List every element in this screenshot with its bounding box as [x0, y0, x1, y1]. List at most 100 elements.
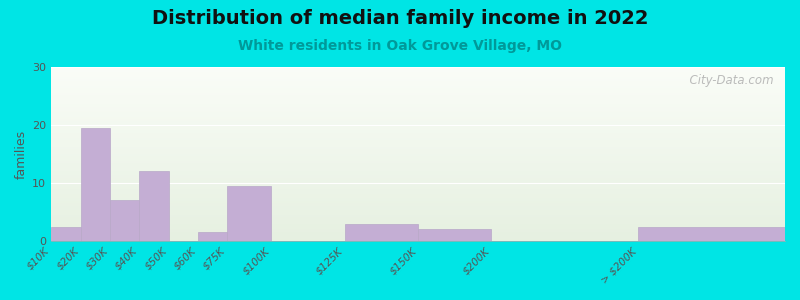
- Bar: [638, 226, 785, 241]
- Bar: [51, 196, 785, 198]
- Text: City-Data.com: City-Data.com: [682, 74, 774, 87]
- Bar: [51, 212, 785, 213]
- Bar: [51, 97, 785, 98]
- Text: Distribution of median family income in 2022: Distribution of median family income in …: [152, 9, 648, 28]
- Bar: [51, 88, 785, 90]
- Bar: [51, 114, 785, 116]
- Bar: [51, 83, 785, 84]
- Bar: [345, 224, 418, 241]
- Bar: [139, 171, 169, 241]
- Bar: [51, 102, 785, 103]
- Bar: [51, 225, 785, 227]
- Bar: [51, 218, 785, 220]
- Bar: [51, 116, 785, 118]
- Bar: [51, 93, 785, 95]
- Bar: [51, 145, 785, 147]
- Bar: [51, 123, 785, 124]
- Bar: [51, 161, 785, 163]
- Bar: [51, 112, 785, 114]
- Bar: [51, 205, 785, 206]
- Bar: [51, 103, 785, 105]
- Bar: [51, 95, 785, 97]
- Bar: [51, 164, 785, 166]
- Bar: [51, 198, 785, 199]
- Bar: [51, 217, 785, 218]
- Bar: [51, 70, 785, 72]
- Bar: [51, 79, 785, 81]
- Bar: [51, 152, 785, 154]
- Bar: [51, 187, 785, 189]
- Bar: [81, 128, 110, 241]
- Bar: [51, 72, 785, 74]
- Bar: [51, 182, 785, 184]
- Bar: [51, 84, 785, 86]
- Bar: [51, 67, 785, 69]
- Text: White residents in Oak Grove Village, MO: White residents in Oak Grove Village, MO: [238, 39, 562, 53]
- Bar: [418, 230, 491, 241]
- Bar: [51, 231, 785, 233]
- Bar: [51, 213, 785, 215]
- Bar: [51, 126, 785, 128]
- Bar: [51, 149, 785, 151]
- Bar: [51, 171, 785, 173]
- Bar: [51, 128, 785, 130]
- Bar: [51, 151, 785, 152]
- Bar: [51, 109, 785, 110]
- Bar: [51, 178, 785, 180]
- Bar: [227, 186, 271, 241]
- Bar: [51, 194, 785, 196]
- Bar: [51, 119, 785, 121]
- Bar: [51, 147, 785, 149]
- Bar: [110, 200, 139, 241]
- Bar: [51, 220, 785, 222]
- Bar: [51, 124, 785, 126]
- Bar: [51, 144, 785, 145]
- Bar: [51, 206, 785, 208]
- Bar: [51, 158, 785, 159]
- Bar: [51, 232, 785, 234]
- Bar: [51, 92, 785, 93]
- Bar: [51, 154, 785, 156]
- Bar: [51, 159, 785, 161]
- Bar: [51, 133, 785, 135]
- Bar: [51, 98, 785, 100]
- Bar: [51, 190, 785, 192]
- Bar: [51, 110, 785, 112]
- Bar: [51, 81, 785, 83]
- Bar: [51, 215, 785, 217]
- Bar: [51, 100, 785, 102]
- Bar: [51, 76, 785, 77]
- Bar: [51, 203, 785, 205]
- Bar: [51, 130, 785, 131]
- Bar: [51, 180, 785, 182]
- Bar: [51, 175, 785, 177]
- Bar: [51, 185, 785, 187]
- Bar: [51, 118, 785, 119]
- Bar: [51, 208, 785, 210]
- Bar: [51, 226, 81, 241]
- Bar: [51, 166, 785, 168]
- Bar: [51, 227, 785, 229]
- Bar: [51, 121, 785, 123]
- Bar: [51, 239, 785, 241]
- Bar: [51, 234, 785, 236]
- Y-axis label: families: families: [15, 130, 28, 178]
- Bar: [51, 107, 785, 109]
- Bar: [51, 140, 785, 142]
- Bar: [51, 236, 785, 238]
- Bar: [51, 135, 785, 136]
- Bar: [51, 77, 785, 79]
- Bar: [51, 138, 785, 140]
- Bar: [51, 173, 785, 175]
- Bar: [51, 177, 785, 178]
- Bar: [51, 238, 785, 239]
- Bar: [51, 210, 785, 212]
- Bar: [51, 184, 785, 185]
- Bar: [51, 222, 785, 224]
- Bar: [51, 136, 785, 138]
- Bar: [51, 86, 785, 88]
- Bar: [51, 229, 785, 231]
- Bar: [51, 170, 785, 171]
- Bar: [51, 131, 785, 133]
- Bar: [51, 90, 785, 92]
